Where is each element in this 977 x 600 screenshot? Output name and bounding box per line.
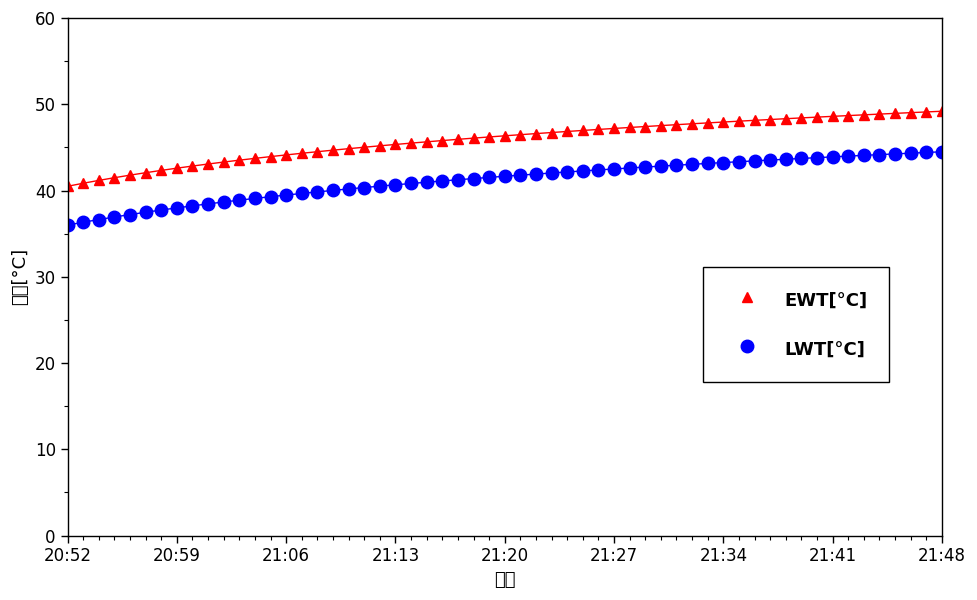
EWT[°C]: [62, 182, 73, 190]
EWT[°C]: [936, 107, 948, 115]
Line: EWT[°C]: EWT[°C]: [63, 106, 947, 191]
LWT[°C]: [437, 178, 448, 185]
EWT[°C]: [93, 177, 105, 184]
EWT[°C]: [296, 149, 308, 157]
LWT[°C]: [108, 214, 120, 221]
LWT[°C]: [93, 216, 105, 223]
X-axis label: 시간: 시간: [494, 571, 516, 589]
LWT[°C]: [936, 148, 948, 155]
Line: LWT[°C]: LWT[°C]: [62, 146, 948, 232]
LWT[°C]: [655, 163, 666, 170]
LWT[°C]: [670, 161, 682, 169]
EWT[°C]: [437, 137, 448, 144]
Y-axis label: 온도[°C]: 온도[°C]: [11, 248, 29, 305]
Legend: EWT[°C], LWT[°C]: EWT[°C], LWT[°C]: [703, 267, 889, 382]
EWT[°C]: [670, 121, 682, 128]
LWT[°C]: [62, 221, 73, 229]
EWT[°C]: [655, 122, 666, 129]
EWT[°C]: [108, 174, 120, 181]
LWT[°C]: [296, 190, 308, 197]
